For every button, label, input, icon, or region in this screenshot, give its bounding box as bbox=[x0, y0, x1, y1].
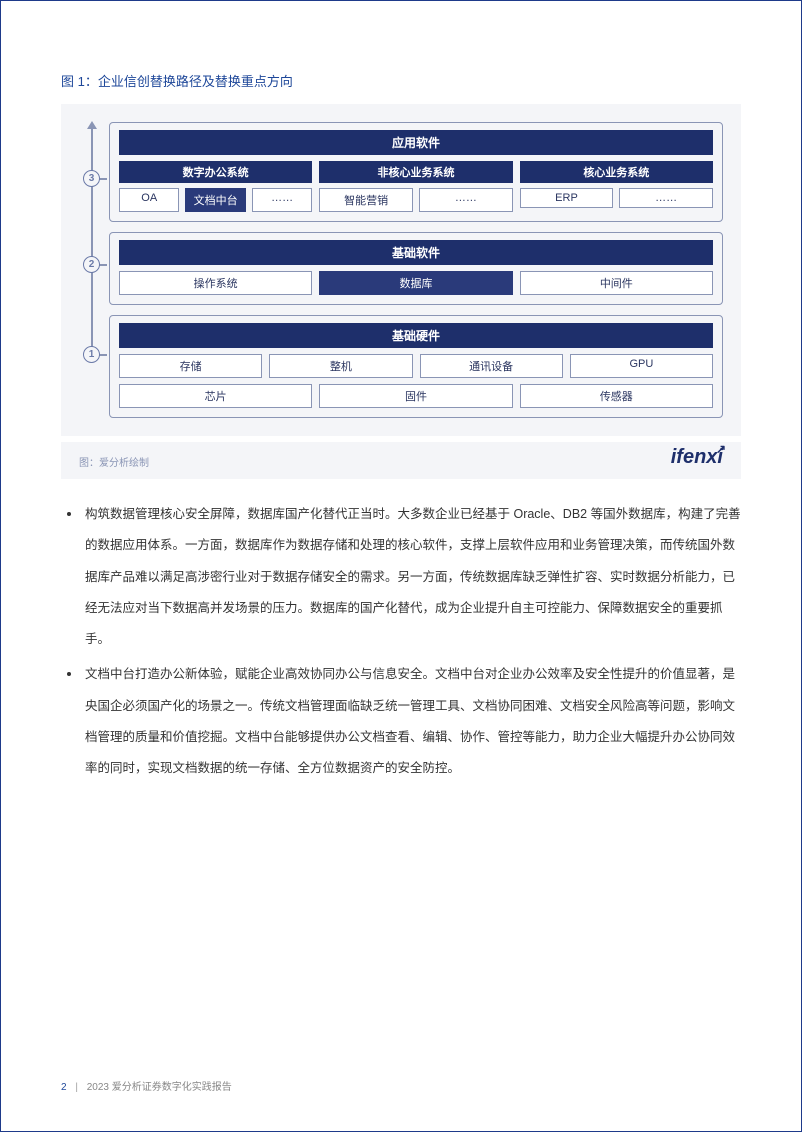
subheader: 核心业务系统 bbox=[520, 161, 713, 183]
bullet-item: 构筑数据管理核心安全屏障，数据库国产化替代正当时。大多数企业已经基于 Oracl… bbox=[61, 499, 741, 655]
item-os: 操作系统 bbox=[119, 271, 312, 295]
page-number: 2 bbox=[61, 1082, 67, 1093]
item-comm: 通讯设备 bbox=[420, 354, 563, 378]
subheader: 非核心业务系统 bbox=[319, 161, 512, 183]
diagram-inner: 3 2 1 应用软件 数字办公系统 OA 文档中台 …… bbox=[79, 122, 723, 418]
layer-base-software: 基础软件 操作系统 数据库 中间件 bbox=[109, 232, 723, 305]
page-footer: 2 | 2023 爱分析证券数字化实践报告 bbox=[61, 1078, 232, 1093]
col-digital-office: 数字办公系统 OA 文档中台 …… bbox=[119, 161, 312, 212]
footer-text: 2023 爱分析证券数字化实践报告 bbox=[87, 1082, 232, 1093]
bullet-dot-icon bbox=[67, 672, 71, 676]
layer-header: 基础软件 bbox=[119, 240, 713, 265]
step-3: 3 bbox=[83, 170, 100, 187]
item-erp: ERP bbox=[520, 188, 614, 208]
item-doc-platform: 文档中台 bbox=[185, 188, 245, 212]
footer-separator: | bbox=[75, 1082, 78, 1093]
layer-app-software: 应用软件 数字办公系统 OA 文档中台 …… 非核心业务系统 智能营销 bbox=[109, 122, 723, 222]
item-more: …… bbox=[252, 188, 312, 212]
logo-arrow-icon: ↗ bbox=[716, 442, 726, 456]
body-text: 构筑数据管理核心安全屏障，数据库国产化替代正当时。大多数企业已经基于 Oracl… bbox=[61, 499, 741, 784]
step-1: 1 bbox=[83, 346, 100, 363]
bullet-item: 文档中台打造办公新体验，赋能企业高效协同办公与信息安全。文档中台对企业办公效率及… bbox=[61, 659, 741, 784]
layer-header: 基础硬件 bbox=[119, 323, 713, 348]
diagram-footer: 图：爱分析绘制 ifenxi ↗ bbox=[61, 442, 741, 479]
layer-base-hardware: 基础硬件 存储 整机 通讯设备 GPU 芯片 固件 传感器 bbox=[109, 315, 723, 418]
col-noncore-biz: 非核心业务系统 智能营销 …… bbox=[319, 161, 512, 212]
bullet-text: 文档中台打造办公新体验，赋能企业高效协同办公与信息安全。文档中台对企业办公效率及… bbox=[85, 659, 741, 784]
step-2: 2 bbox=[83, 256, 100, 273]
subheader: 数字办公系统 bbox=[119, 161, 312, 183]
item-storage: 存储 bbox=[119, 354, 262, 378]
item-middleware: 中间件 bbox=[520, 271, 713, 295]
col-core-biz: 核心业务系统 ERP …… bbox=[520, 161, 713, 212]
item-marketing: 智能营销 bbox=[319, 188, 413, 212]
item-database: 数据库 bbox=[319, 271, 512, 295]
bullet-dot-icon bbox=[67, 512, 71, 516]
layer-header: 应用软件 bbox=[119, 130, 713, 155]
diagram-container: 3 2 1 应用软件 数字办公系统 OA 文档中台 …… bbox=[61, 104, 741, 436]
figure-title: 图 1：企业信创替换路径及替换重点方向 bbox=[61, 71, 741, 90]
ifenxi-logo: ifenxi ↗ bbox=[671, 446, 723, 469]
bullet-text: 构筑数据管理核心安全屏障，数据库国产化替代正当时。大多数企业已经基于 Oracl… bbox=[85, 499, 741, 655]
item-more: …… bbox=[419, 188, 513, 212]
diagram-caption: 图：爱分析绘制 bbox=[79, 454, 149, 469]
item-oa: OA bbox=[119, 188, 179, 212]
item-more: …… bbox=[619, 188, 713, 208]
item-chip: 芯片 bbox=[119, 384, 312, 408]
flow-arrow: 3 2 1 bbox=[79, 122, 105, 418]
item-machine: 整机 bbox=[269, 354, 412, 378]
item-gpu: GPU bbox=[570, 354, 713, 378]
item-sensor: 传感器 bbox=[520, 384, 713, 408]
item-firmware: 固件 bbox=[319, 384, 512, 408]
page: 图 1：企业信创替换路径及替换重点方向 3 2 1 应用软件 数字办公系统 bbox=[0, 0, 802, 1132]
